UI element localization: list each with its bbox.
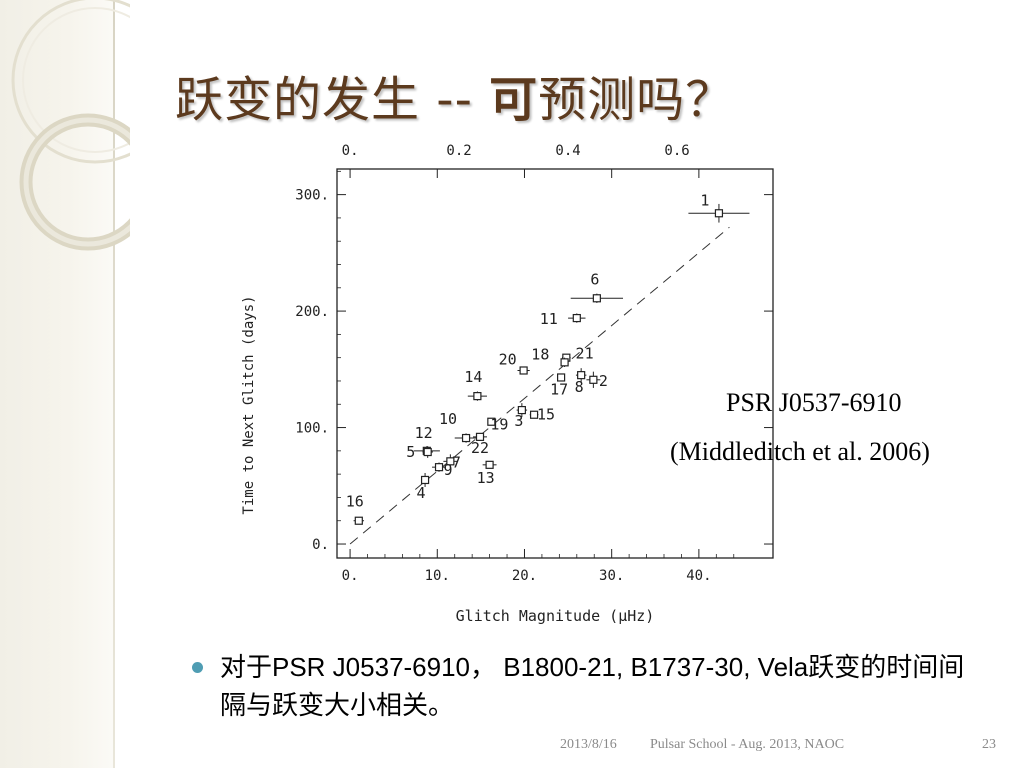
point-label: 7: [452, 453, 461, 471]
top-axis-tick-label: 0.6: [664, 143, 689, 159]
data-point: 20: [499, 350, 530, 375]
footer-event: Pulsar School - Aug. 2013, NAOC: [650, 737, 845, 752]
x-tick-label: 0.: [342, 568, 359, 584]
bullet-text: 对于PSR J0537-6910， B1800-21, B1737-30, Ve…: [220, 652, 965, 720]
top-axis-tick-label: 0.4: [555, 143, 580, 159]
data-point: 12: [415, 424, 433, 458]
point-label: 17: [550, 380, 568, 398]
y-tick-label: 200.: [295, 304, 329, 320]
x-tick-label: 30.: [599, 568, 624, 584]
annotation-citation: (Middleditch et al. 2006): [670, 437, 930, 466]
data-point: 3: [514, 403, 528, 430]
point-marker: [461, 433, 471, 443]
point-label: 22: [471, 439, 489, 457]
data-point: 17: [550, 373, 568, 398]
point-marker: [714, 209, 724, 218]
point-label: 15: [537, 406, 555, 424]
data-point: 13: [477, 460, 497, 487]
point-marker: [560, 358, 569, 367]
point-marker: [434, 463, 444, 472]
y-tick-label: 300.: [295, 188, 329, 204]
point-marker: [473, 392, 482, 401]
point-marker: [572, 313, 581, 323]
data-point: 2: [586, 371, 608, 390]
point-label: 19: [490, 416, 508, 434]
fit-line: [349, 226, 730, 545]
point-label: 5: [406, 443, 415, 461]
decorative-rings: [11, 0, 130, 251]
point-marker: [423, 447, 432, 457]
point-label: 2: [599, 372, 608, 390]
footer-date: 2013/8/16: [560, 737, 617, 752]
glitch-chart: 1 2 3 4 5 6 7 8 9 10 11 12 13 14 15 16 17 18 19 20 21 22 0. 10…: [225, 135, 785, 630]
point-label: 20: [499, 350, 517, 368]
point-label: 10: [439, 410, 457, 428]
data-point: 6: [570, 270, 624, 303]
x-tick-label: 40.: [686, 568, 711, 584]
y-tick-label: 100.: [295, 421, 329, 437]
data-point: 4: [417, 472, 430, 502]
bullet-dot-icon: [192, 662, 203, 673]
data-point: 15: [529, 406, 555, 424]
slide-title: 跃变的发生 -- 可预测吗？: [175, 60, 734, 130]
title-part-2: 可: [489, 72, 539, 128]
title-part-3: 预测吗？: [538, 72, 735, 128]
point-label: 16: [346, 493, 364, 511]
footer-page-number: 23: [982, 737, 996, 752]
point-marker: [519, 366, 528, 375]
point-label: 1: [700, 191, 709, 209]
x-tick-label: 10.: [425, 568, 450, 584]
point-label: 8: [575, 378, 584, 396]
point-label: 21: [576, 344, 594, 362]
point-marker: [577, 371, 586, 380]
top-axis-tick-label: 0.: [342, 143, 359, 159]
point-label: 9: [444, 461, 453, 479]
data-point: 22: [471, 432, 489, 457]
point-marker: [487, 417, 496, 426]
data-point: 10: [439, 410, 478, 443]
plot-frame: [336, 168, 774, 559]
point-label: 18: [531, 346, 549, 364]
point-marker: [589, 375, 598, 384]
point-marker: [420, 475, 430, 485]
y-axis-label: Time to Next Glitch (days): [241, 295, 257, 514]
point-marker: [557, 373, 566, 382]
point-marker: [475, 432, 485, 441]
data-point: 7: [443, 453, 461, 471]
point-marker: [485, 460, 494, 469]
data-point: 1: [688, 191, 750, 223]
point-marker: [354, 516, 363, 525]
point-label: 6: [590, 270, 599, 288]
slide-strip-divider: [113, 0, 115, 768]
point-marker: [446, 457, 455, 466]
title-part-1: 跃变的发生 --: [175, 72, 490, 128]
top-axis-tick-label: 0.2: [446, 143, 471, 159]
data-point: 8: [575, 368, 587, 396]
x-tick-label: 20.: [512, 568, 537, 584]
point-marker: [592, 294, 601, 303]
point-marker: [529, 410, 539, 419]
point-label: 13: [477, 469, 495, 487]
data-point: 9: [432, 461, 453, 479]
point-label: 11: [540, 310, 558, 328]
point-label: 14: [464, 368, 482, 386]
y-tick-label: 0.: [312, 537, 329, 553]
data-point: 16: [346, 493, 365, 525]
data-point: 19: [487, 416, 508, 434]
point-label: 12: [415, 424, 433, 442]
point-label: 3: [514, 412, 523, 430]
data-point: 11: [540, 310, 586, 328]
data-point: 14: [464, 368, 487, 401]
annotation-psr-name: PSR J0537-6910: [726, 388, 902, 417]
point-label: 4: [417, 484, 426, 502]
point-marker: [517, 405, 526, 415]
x-axis-label: Glitch Magnitude (μHz): [456, 607, 655, 625]
data-point: 21: [560, 344, 594, 367]
